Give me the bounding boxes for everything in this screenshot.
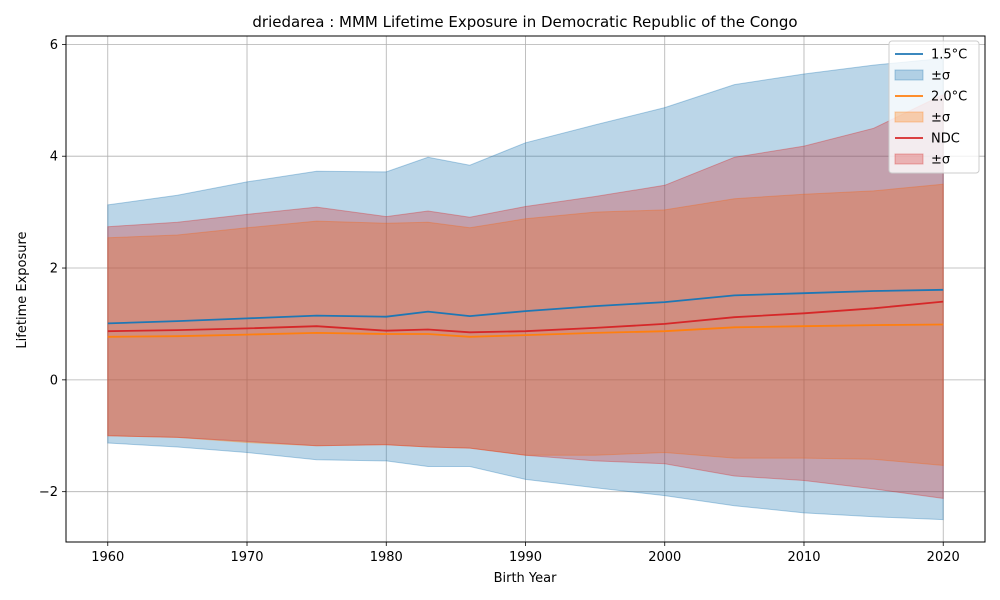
grid bbox=[66, 36, 985, 542]
band-0 bbox=[107, 57, 944, 521]
legend-band-swatch bbox=[894, 69, 924, 81]
legend-band-swatch bbox=[894, 111, 924, 123]
legend: 1.5°C ±σ 2.0°C ±σ NDC ±σ bbox=[888, 40, 980, 174]
y-tick-label: −2 bbox=[39, 485, 58, 500]
legend-box bbox=[888, 40, 980, 174]
x-axis: 1960 1970 1980 1990 2000 2010 2020 bbox=[91, 542, 960, 565]
x-tick-label: 2000 bbox=[648, 550, 681, 565]
chart-title: driedarea : MMM Lifetime Exposure in Dem… bbox=[252, 13, 797, 31]
x-tick-label: 1980 bbox=[370, 550, 403, 565]
series-line-0 bbox=[107, 288, 944, 325]
y-axis-label: Lifetime Exposure bbox=[15, 231, 30, 348]
y-tick-label: 4 bbox=[50, 150, 58, 165]
x-tick-label: 1970 bbox=[230, 550, 263, 565]
y-tick-label: 2 bbox=[50, 262, 58, 277]
x-tick-label: 2010 bbox=[787, 550, 820, 565]
series-line-2 bbox=[107, 300, 944, 334]
lines bbox=[107, 288, 944, 338]
x-tick-label: 2020 bbox=[927, 550, 960, 565]
band-2 bbox=[107, 93, 944, 499]
legend-series-label: 2.0°C bbox=[931, 90, 967, 105]
legend-series-label: NDC bbox=[931, 132, 960, 147]
legend-band-label: ±σ bbox=[931, 111, 950, 126]
band-1 bbox=[107, 183, 944, 466]
x-tick-label: 1960 bbox=[91, 550, 124, 565]
y-tick-label: 0 bbox=[50, 373, 58, 388]
y-axis: −2 0 2 4 6 bbox=[39, 38, 66, 500]
legend-series-label: 1.5°C bbox=[931, 48, 967, 63]
x-tick-label: 1990 bbox=[509, 550, 542, 565]
series-line-1 bbox=[107, 323, 944, 338]
x-axis-label: Birth Year bbox=[494, 571, 558, 586]
y-tick-label: 6 bbox=[50, 38, 58, 53]
legend-band-swatch bbox=[894, 153, 924, 165]
legend-band-label: ±σ bbox=[931, 69, 950, 84]
legend-band-label: ±σ bbox=[931, 153, 950, 168]
bands bbox=[107, 57, 944, 521]
